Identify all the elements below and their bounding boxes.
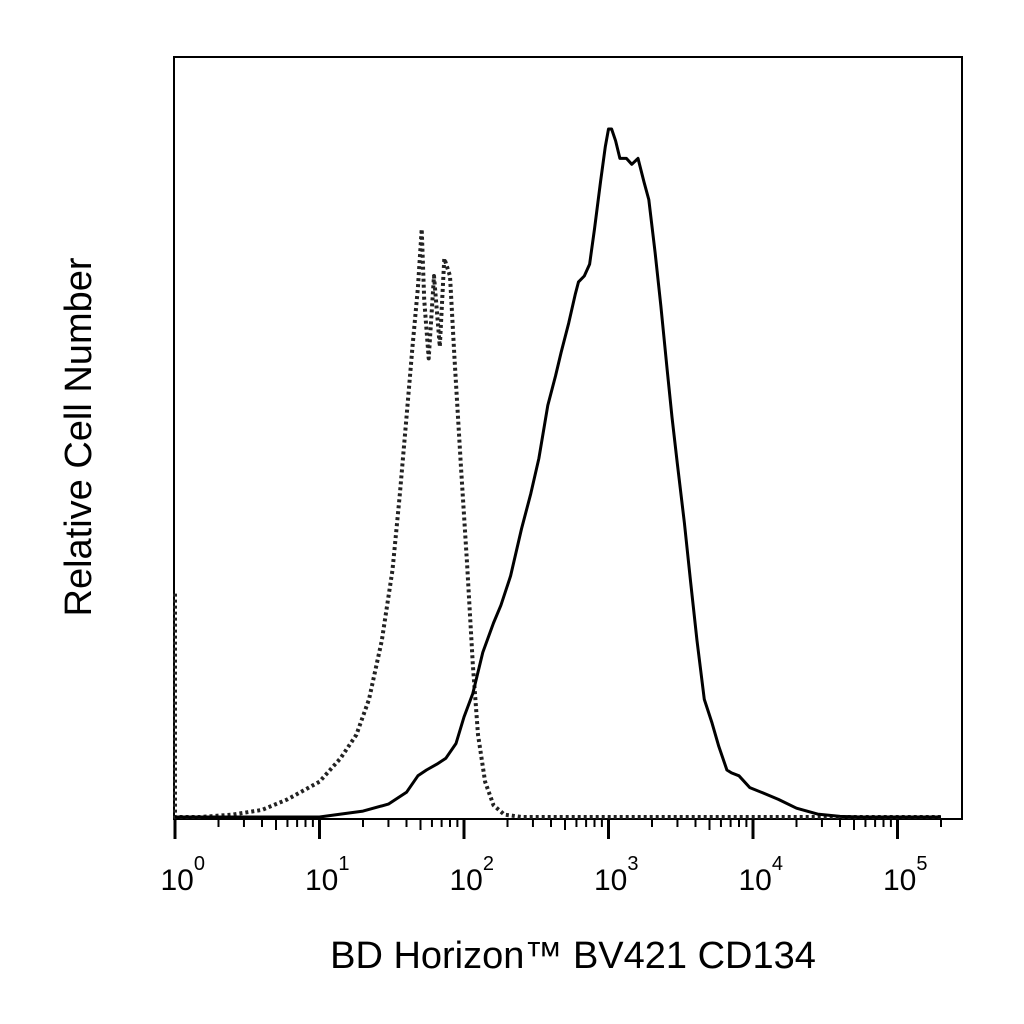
x-axis-minor-ticks bbox=[217, 819, 942, 830]
x-tick-label: 100 bbox=[161, 853, 206, 897]
x-axis-title: BD Horizon™ BV421 CD134 bbox=[330, 935, 816, 977]
series-solid-line bbox=[175, 127, 941, 819]
x-tick-label: 102 bbox=[450, 853, 495, 897]
x-tick-label: 105 bbox=[883, 853, 928, 897]
x-axis-tick-labels: 100 101 102 103 104 105 bbox=[161, 853, 928, 897]
x-tick-label: 101 bbox=[305, 853, 350, 897]
plot-frame bbox=[173, 56, 963, 820]
x-axis-major-ticks bbox=[173, 819, 899, 839]
x-tick-label: 103 bbox=[594, 853, 639, 897]
y-axis-title: Relative Cell Number bbox=[58, 257, 100, 616]
series-dotted-line bbox=[173, 227, 941, 819]
x-tick-label: 104 bbox=[739, 853, 784, 897]
series-layer bbox=[173, 127, 941, 819]
